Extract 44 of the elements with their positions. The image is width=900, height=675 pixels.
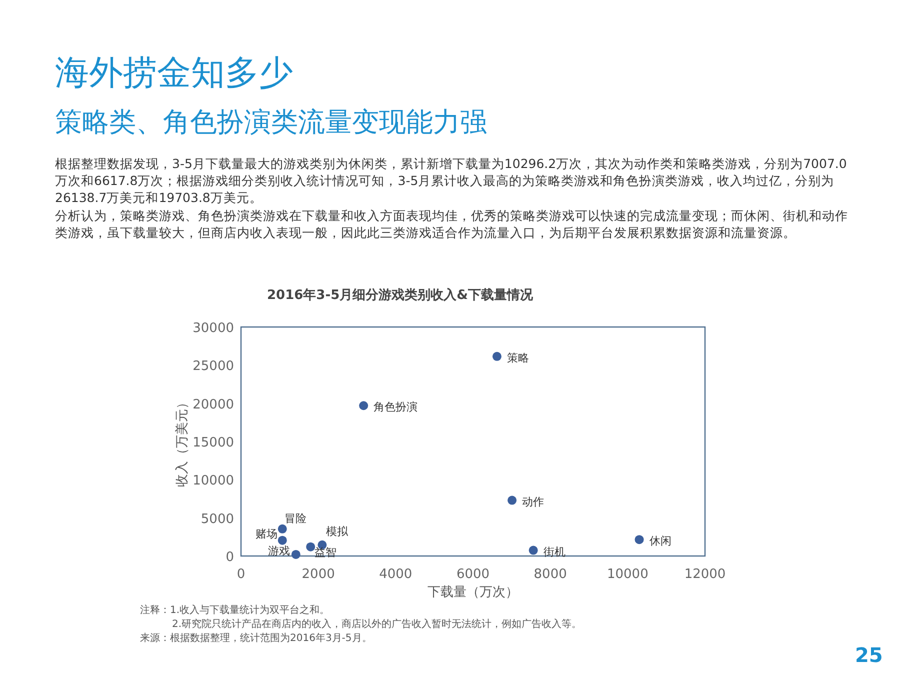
annotation: 街机 (543, 545, 566, 558)
annotation: 游戏 (268, 544, 290, 558)
y-tick-label: 5000 (200, 512, 234, 527)
y-tick-label: 10000 (192, 474, 234, 489)
text: 2.研究院只统计产品在商店内的收入，商店以外的广告收入暂时无法统计，例如广告收入等。 (172, 618, 582, 631)
y-axis-title: 收入（万美元） (174, 396, 190, 487)
chart-title: 海外捞金知多少 (55, 52, 293, 95)
x-tick-label: 0 (236, 567, 246, 582)
y-tick-label: 25000 (192, 359, 234, 374)
x-tick-label: 8000 (534, 567, 567, 582)
annotation: 赌场 (255, 527, 278, 540)
point (278, 536, 287, 545)
point (492, 352, 502, 361)
annotation: 模拟 (326, 524, 350, 538)
point (634, 535, 644, 544)
text: 2016年3-5月细分游戏类别收入&下载量情况 (266, 286, 534, 304)
point (291, 550, 300, 559)
chart-subtitle: 策略类、角色扮演类流量变现能力强 (55, 106, 487, 140)
point (508, 496, 517, 505)
point (278, 524, 287, 534)
text: 25 (855, 643, 883, 667)
x-axis-title: 下载量（万次） (428, 585, 518, 600)
x-tick-label: 2000 (302, 567, 335, 582)
point (359, 401, 368, 410)
annotation: 益智 (314, 546, 337, 559)
text: 根据整理数据发现，3-5月下载量最大的游戏类别为休闲类，累计新增下载量为10296.2万次，其次为动作类和策略类游戏，分别为7007.0万次和6617.8万次；根据游戏细分类别收入统计情况可知，3-5月累计收入最高的为策略类游戏和角色扮演类游戏，收入均过亿，分别为26138.7万美元和19703.8万美元。 (55, 155, 848, 206)
x-tick-label: 12000 (684, 567, 726, 582)
text: 分析认为，策略类游戏、角色扮演类游戏在下载量和收入方面表现均佳，优秀的策略类游戏可以快速的完成流量变现；而休闲、街机和动作类游戏，虽下载量较大，但商店内收入表现一般，因此此三类游戏适合作为流量入口，为后期平台发展积累数据资源和流量资源。 (55, 207, 849, 241)
point (528, 546, 538, 555)
text: 注释：1.收入与下载量统计为双平台之和。 (140, 604, 330, 617)
source-note: 来源：根据数据整理，统计范围为2016年3月-5月。 (140, 632, 372, 645)
annotation: 动作 (522, 495, 544, 508)
y-tick-label: 15000 (192, 436, 234, 450)
x-tick-label: 4000 (379, 567, 412, 582)
x-tick-label: 6000 (456, 567, 490, 582)
point (306, 542, 316, 552)
annotation: 冒险 (284, 512, 306, 525)
annotation: 角色扮演 (374, 400, 418, 414)
annotation: 休闲 (649, 534, 672, 548)
y-tick-label: 0 (226, 550, 234, 565)
x-tick-label: 10000 (606, 567, 648, 582)
annotation: 策略 (506, 351, 529, 364)
y-tick-label: 20000 (192, 397, 234, 412)
y-tick-label: 30000 (192, 321, 234, 336)
